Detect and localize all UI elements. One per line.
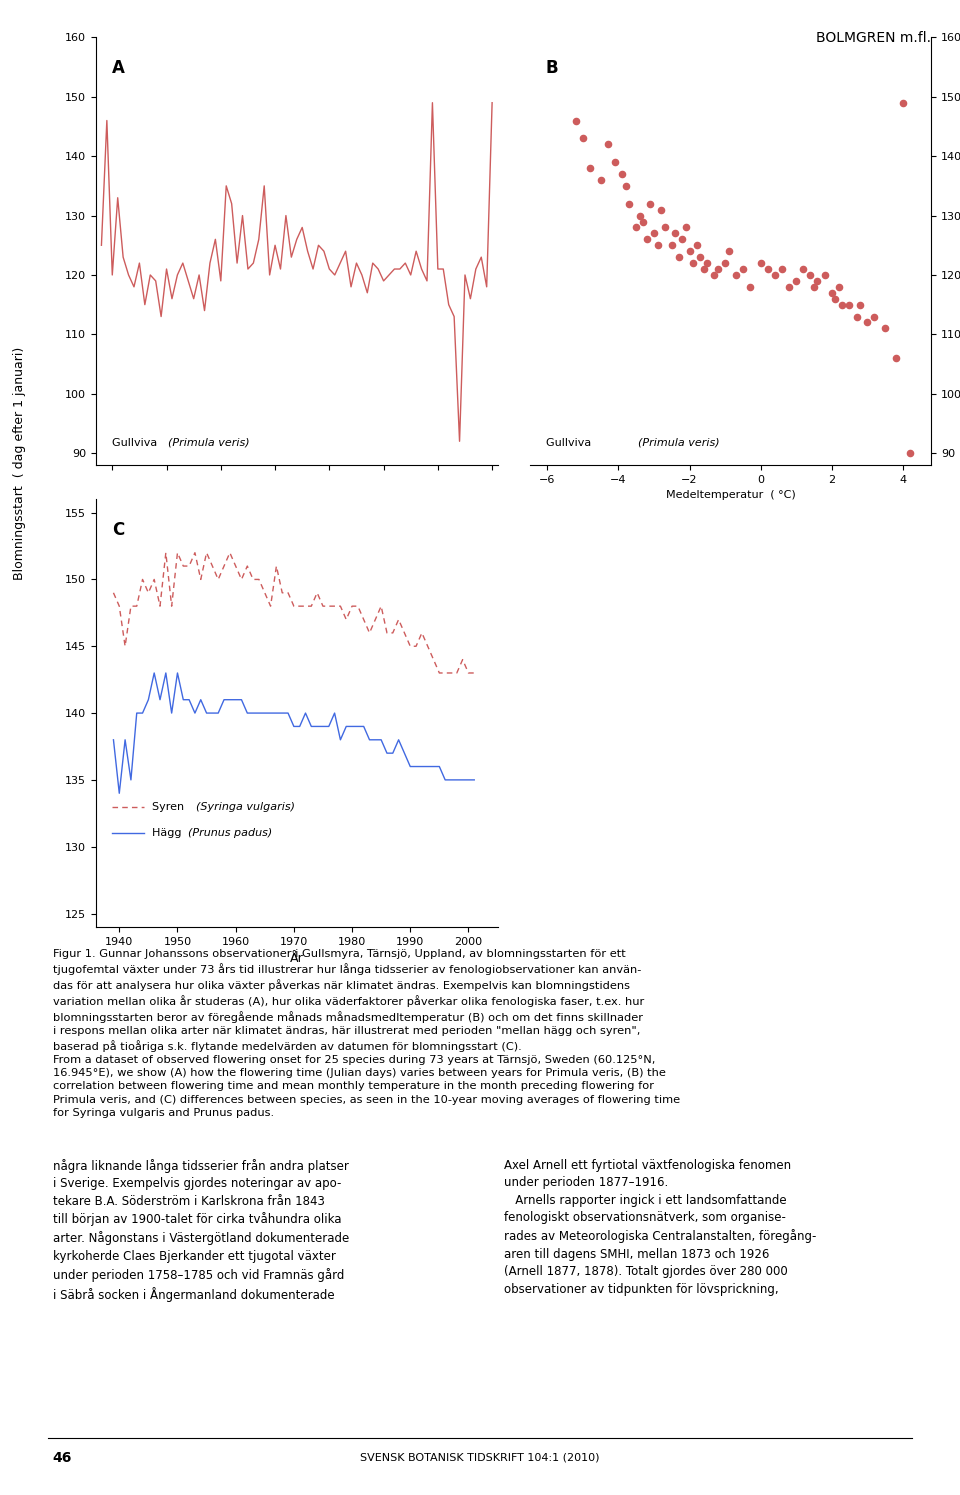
Point (575, 127, 590, 151)
Point (828, 287, 843, 311)
X-axis label: År: År (290, 952, 303, 966)
Point (654, 197, 669, 221)
Point (817, 263, 832, 287)
Point (806, 275, 822, 299)
Point (710, 257, 726, 281)
X-axis label: Medeltemperatur  ( °C): Medeltemperatur ( °C) (665, 490, 795, 501)
Point (717, 251, 732, 275)
Point (671, 245, 686, 269)
Text: Syren: Syren (153, 803, 191, 812)
Point (767, 263, 782, 287)
Point (608, 150, 623, 173)
Point (689, 233, 705, 257)
Point (831, 275, 847, 299)
Text: (Syringa vulgaris): (Syringa vulgaris) (197, 803, 296, 812)
Point (735, 257, 751, 281)
Text: (Prunus padus): (Prunus padus) (188, 828, 273, 837)
Point (667, 221, 683, 245)
Text: Gullviva: Gullviva (545, 438, 598, 448)
Point (685, 251, 701, 275)
Point (696, 257, 711, 281)
Text: SVENSK BOTANISK TIDSKRIFT 104:1 (2010): SVENSK BOTANISK TIDSKRIFT 104:1 (2010) (360, 1453, 600, 1462)
Point (753, 251, 768, 275)
Point (877, 317, 893, 341)
Point (859, 311, 875, 335)
Point (639, 227, 655, 251)
Point (834, 293, 850, 317)
Point (700, 251, 715, 275)
Point (803, 263, 818, 287)
Point (760, 257, 776, 281)
Point (643, 191, 659, 215)
Point (692, 245, 708, 269)
Point (583, 155, 598, 179)
Text: Axel Arnell ett fyrtiotal växtfenologiska fenomen
under perioden 1877–1916.
   A: Axel Arnell ett fyrtiotal växtfenologisk… (504, 1159, 816, 1296)
Point (600, 133, 615, 157)
Text: B: B (545, 58, 559, 76)
Point (682, 239, 697, 263)
Point (742, 275, 757, 299)
Point (664, 233, 680, 257)
Point (621, 191, 636, 215)
Text: (Primula veris): (Primula veris) (168, 438, 250, 448)
Text: C: C (112, 520, 124, 538)
Text: (Primula veris): (Primula veris) (638, 438, 720, 448)
Text: några liknande långa tidsserier från andra platser
i Sverige. Exempelvis gjordes: några liknande långa tidsserier från and… (53, 1159, 349, 1302)
Point (618, 173, 634, 197)
Point (788, 269, 804, 293)
Point (842, 293, 857, 317)
Text: A: A (112, 58, 125, 76)
Text: Blomningsstart  ( dag efter 1 januari): Blomningsstart ( dag efter 1 januari) (12, 347, 26, 580)
Point (629, 215, 644, 239)
Point (593, 167, 609, 191)
Text: Figur 1. Gunnar Johanssons observationer i Gullsmyra, Tärnsjö, Uppland, av blomn: Figur 1. Gunnar Johanssons observationer… (53, 949, 680, 1118)
Text: 46: 46 (53, 1450, 72, 1465)
Text: Hägg: Hägg (153, 828, 189, 837)
Point (650, 233, 665, 257)
Point (675, 227, 690, 251)
Point (568, 109, 584, 133)
Point (895, 91, 910, 115)
Point (728, 263, 743, 287)
Point (888, 347, 903, 371)
Point (646, 221, 661, 245)
Point (707, 263, 722, 287)
Point (796, 257, 811, 281)
Point (810, 269, 826, 293)
Point (902, 441, 918, 465)
Point (614, 161, 630, 185)
Point (632, 203, 647, 227)
Point (867, 305, 882, 329)
Point (636, 209, 651, 233)
Point (849, 305, 864, 329)
Text: BOLMGREN m.fl.: BOLMGREN m.fl. (816, 31, 931, 45)
Point (824, 281, 839, 305)
Point (679, 215, 694, 239)
Point (657, 215, 672, 239)
Text: Gullviva: Gullviva (112, 438, 164, 448)
Point (852, 293, 868, 317)
Point (775, 257, 790, 281)
Point (781, 275, 797, 299)
Point (721, 239, 736, 263)
